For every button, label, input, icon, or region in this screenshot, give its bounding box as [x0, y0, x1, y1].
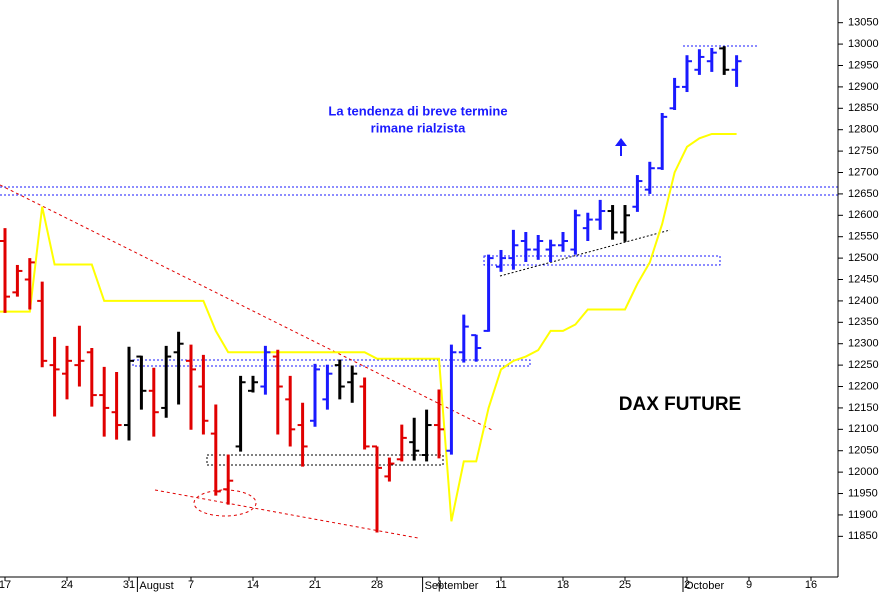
x-tick-label: 14 — [247, 579, 259, 591]
y-tick-label: 12950 — [848, 59, 879, 71]
y-tick-label: 12500 — [848, 252, 879, 264]
y-tick-label: 12700 — [848, 166, 879, 178]
highlight — [193, 489, 257, 517]
y-tick-label: 12200 — [848, 380, 879, 392]
y-tick-label: 12850 — [848, 102, 879, 114]
y-tick-label: 12050 — [848, 445, 879, 457]
month-label: September — [425, 580, 479, 592]
y-tick-label: 12100 — [848, 423, 879, 435]
month-label: August — [139, 580, 173, 592]
x-tick-label: 9 — [746, 579, 752, 591]
x-tick-label: 18 — [557, 579, 569, 591]
x-tick-label: 24 — [61, 579, 73, 591]
y-tick-label: 12600 — [848, 209, 879, 221]
annotation: rimane rialzista — [371, 120, 466, 135]
moving-line — [0, 132, 737, 522]
trendline — [499, 229, 671, 277]
chart-title: DAX FUTURE — [619, 394, 741, 415]
y-tick-label: 12000 — [848, 466, 879, 478]
y-tick-label: 12650 — [848, 188, 879, 200]
zone — [206, 454, 444, 466]
y-tick-label: 11950 — [848, 487, 878, 499]
x-tick-label: 21 — [309, 579, 321, 591]
x-tick-label: 16 — [805, 579, 817, 591]
y-tick-label: 12900 — [848, 81, 879, 93]
x-tick-label: 7 — [188, 579, 194, 591]
trendline — [0, 184, 493, 431]
arrow — [615, 138, 627, 156]
y-tick-label: 12800 — [848, 124, 879, 136]
x-tick-label: 28 — [371, 579, 383, 591]
annotation: La tendenza di breve termine — [328, 103, 507, 118]
y-tick-label: 11900 — [848, 509, 878, 521]
x-tick-label: 4 — [436, 579, 442, 591]
y-tick-label: 12150 — [848, 402, 879, 414]
y-tick-label: 12350 — [848, 316, 879, 328]
trendline — [154, 489, 419, 539]
zone — [132, 359, 531, 367]
y-tick-label: 12400 — [848, 295, 879, 307]
y-tick-label: 12550 — [848, 231, 879, 243]
y-tick-label: 11850 — [848, 530, 878, 542]
zone — [483, 255, 721, 266]
month-label: October — [685, 580, 724, 592]
y-tick-label: 13000 — [848, 38, 879, 50]
drawings — [0, 45, 838, 539]
y-tick-label: 12750 — [848, 145, 879, 157]
x-tick-label: 11 — [495, 579, 506, 591]
y-tick-label: 12450 — [848, 273, 879, 285]
x-tick-label: 31 — [123, 579, 135, 591]
y-tick-label: 12250 — [848, 359, 879, 371]
y-tick-label: 12300 — [848, 338, 879, 350]
y-tick-label: 13050 — [848, 17, 879, 29]
x-tick-label: 2 — [684, 579, 690, 591]
x-tick-label: 17 — [0, 579, 11, 591]
x-tick-label: 25 — [619, 579, 631, 591]
